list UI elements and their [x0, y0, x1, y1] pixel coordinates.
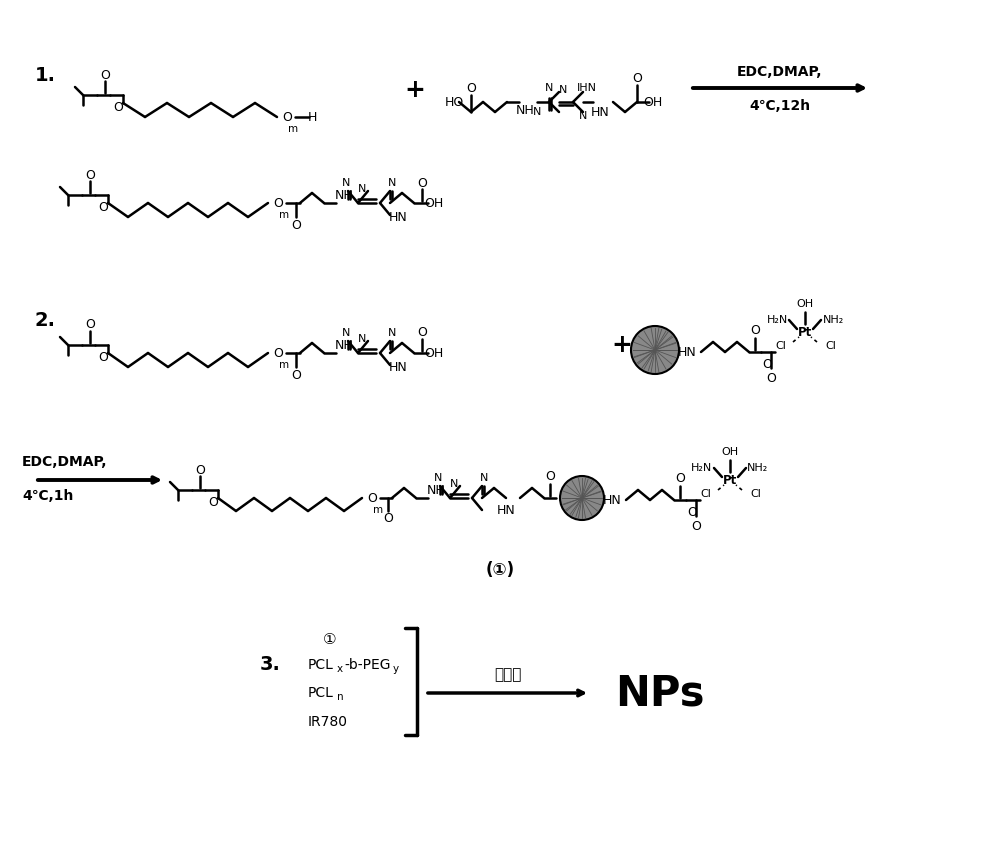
Text: HN: HN: [591, 105, 609, 118]
Text: N: N: [559, 85, 567, 95]
Text: N: N: [579, 111, 587, 121]
Circle shape: [560, 476, 604, 520]
Text: PCL: PCL: [308, 658, 334, 672]
Text: N: N: [545, 83, 553, 93]
Text: N: N: [533, 107, 541, 117]
Text: N: N: [388, 178, 396, 188]
Text: Cl: Cl: [701, 489, 711, 499]
Text: HN: HN: [389, 211, 407, 224]
Text: y: y: [393, 664, 399, 674]
Text: OH: OH: [721, 447, 739, 457]
Text: O: O: [417, 327, 427, 339]
Text: m: m: [373, 505, 383, 515]
Text: O: O: [750, 323, 760, 337]
Text: IHN: IHN: [577, 83, 597, 93]
Text: O: O: [417, 177, 427, 189]
Text: 4℃,12h: 4℃,12h: [749, 99, 811, 113]
Text: 自组装: 自组装: [494, 668, 522, 682]
Text: N: N: [342, 328, 350, 338]
Text: N: N: [450, 479, 458, 489]
Text: -b-PEG: -b-PEG: [344, 658, 390, 672]
Text: O: O: [85, 319, 95, 332]
Text: NH: NH: [335, 339, 353, 351]
Text: O: O: [632, 71, 642, 85]
Text: O: O: [383, 512, 393, 525]
Text: NH: NH: [516, 104, 534, 117]
Text: O: O: [273, 196, 283, 209]
Text: H₂N: H₂N: [766, 315, 788, 325]
Text: O: O: [762, 357, 772, 370]
Text: O: O: [545, 470, 555, 482]
Text: O: O: [282, 111, 292, 123]
Text: O: O: [113, 100, 123, 113]
Text: EDC,DMAP,: EDC,DMAP,: [737, 65, 823, 79]
Text: O: O: [291, 219, 301, 231]
Text: Cl: Cl: [776, 341, 786, 351]
Text: O: O: [195, 464, 205, 476]
Text: 3.: 3.: [260, 656, 281, 674]
Text: NPs: NPs: [615, 672, 705, 714]
Text: HN: HN: [678, 345, 696, 358]
Text: N: N: [358, 184, 366, 194]
Text: IR780: IR780: [308, 715, 348, 729]
Text: Cl: Cl: [751, 489, 761, 499]
Text: +: +: [612, 333, 632, 357]
Text: OH: OH: [424, 196, 444, 209]
Text: HO: HO: [445, 95, 464, 109]
Text: O: O: [208, 495, 218, 508]
Text: 2.: 2.: [35, 310, 56, 329]
Text: Cl: Cl: [826, 341, 836, 351]
Text: m: m: [279, 210, 289, 220]
Text: O: O: [291, 369, 301, 381]
Text: Pt: Pt: [723, 474, 737, 487]
Text: NH₂: NH₂: [822, 315, 844, 325]
Text: H: H: [307, 111, 317, 123]
Text: N: N: [358, 334, 366, 344]
Text: 4℃,1h: 4℃,1h: [22, 489, 73, 503]
Text: EDC,DMAP,: EDC,DMAP,: [22, 455, 108, 469]
Text: m: m: [288, 124, 298, 134]
Text: NH: NH: [335, 189, 353, 201]
Text: HN: HN: [603, 494, 621, 506]
Text: O: O: [466, 81, 476, 94]
Text: HN: HN: [389, 361, 407, 374]
Text: +: +: [405, 78, 425, 102]
Text: n: n: [337, 692, 344, 702]
Text: N: N: [434, 473, 442, 483]
Text: N: N: [342, 178, 350, 188]
Text: O: O: [273, 346, 283, 359]
Text: O: O: [687, 506, 697, 518]
Text: NH₂: NH₂: [747, 463, 769, 473]
Text: O: O: [766, 371, 776, 385]
Text: O: O: [98, 351, 108, 363]
Circle shape: [631, 326, 679, 374]
Text: HN: HN: [497, 504, 515, 517]
Text: O: O: [367, 492, 377, 505]
Text: O: O: [691, 519, 701, 532]
Text: x: x: [337, 664, 343, 674]
Text: N: N: [480, 473, 488, 483]
Text: H₂N: H₂N: [691, 463, 713, 473]
Text: (①): (①): [485, 561, 515, 579]
Text: 1.: 1.: [35, 65, 56, 85]
Text: Pt: Pt: [798, 326, 812, 339]
Text: O: O: [85, 169, 95, 182]
Text: m: m: [279, 360, 289, 370]
Text: O: O: [98, 201, 108, 213]
Text: OH: OH: [796, 299, 814, 309]
Text: O: O: [100, 69, 110, 81]
Text: OH: OH: [424, 346, 444, 359]
Text: NH: NH: [427, 483, 445, 496]
Text: O: O: [675, 471, 685, 484]
Text: ①: ①: [323, 632, 337, 648]
Text: OH: OH: [643, 95, 663, 109]
Text: N: N: [388, 328, 396, 338]
Text: PCL: PCL: [308, 686, 334, 700]
